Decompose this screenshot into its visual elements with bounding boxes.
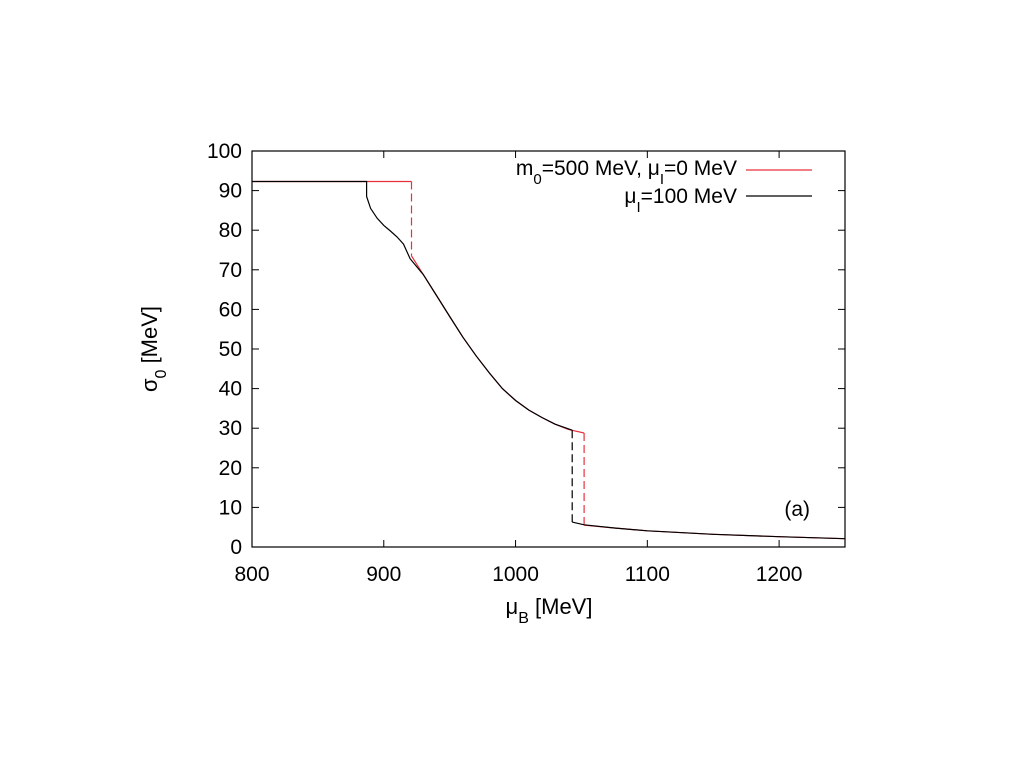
panel-label: (a) — [784, 498, 810, 521]
plot-frame — [251, 150, 846, 548]
y-tick-label: 40 — [219, 378, 242, 401]
y-tick-label: 20 — [219, 457, 242, 480]
y-tick-label: 30 — [219, 417, 242, 440]
x-tick-label: 1000 — [492, 563, 539, 586]
y-tick-label: 10 — [219, 496, 242, 519]
x-axis-label: μB [MeV] — [506, 594, 593, 627]
y-tick-label: 0 — [230, 536, 242, 559]
legend: m0=500 MeV, μI=0 MeV μI=100 MeV — [516, 157, 812, 216]
y-tick-label: 70 — [219, 259, 242, 282]
series-1-segment-3 — [410, 255, 585, 434]
y-tick-label: 60 — [219, 298, 242, 321]
series-1-segment-5 — [584, 524, 846, 540]
series-group — [252, 180, 846, 540]
series-2 — [252, 180, 846, 540]
y-tick-label: 80 — [219, 219, 242, 242]
legend-entry-2-label: μI=100 MeV — [624, 185, 737, 216]
y-tick-label: 50 — [219, 338, 242, 361]
axis-ticks: 800 900 1000 1100 1200 0 10 20 30 40 50 60 70 80 90 100 — [207, 140, 845, 586]
y-tick-label: 90 — [219, 180, 242, 203]
legend-entry-1-label: m0=500 MeV, μI=0 MeV — [516, 157, 737, 188]
series-2-segment-3 — [572, 521, 846, 540]
x-tick-label: 1200 — [756, 563, 803, 586]
x-tick-label: 800 — [234, 563, 269, 586]
y-tick-label: 100 — [207, 140, 242, 163]
series-1 — [252, 180, 846, 540]
series-2-segment-1 — [252, 180, 573, 431]
y-axis-label: σ0 [MeV] — [137, 306, 170, 392]
x-tick-label: 900 — [366, 563, 401, 586]
x-tick-label: 1100 — [625, 563, 670, 586]
